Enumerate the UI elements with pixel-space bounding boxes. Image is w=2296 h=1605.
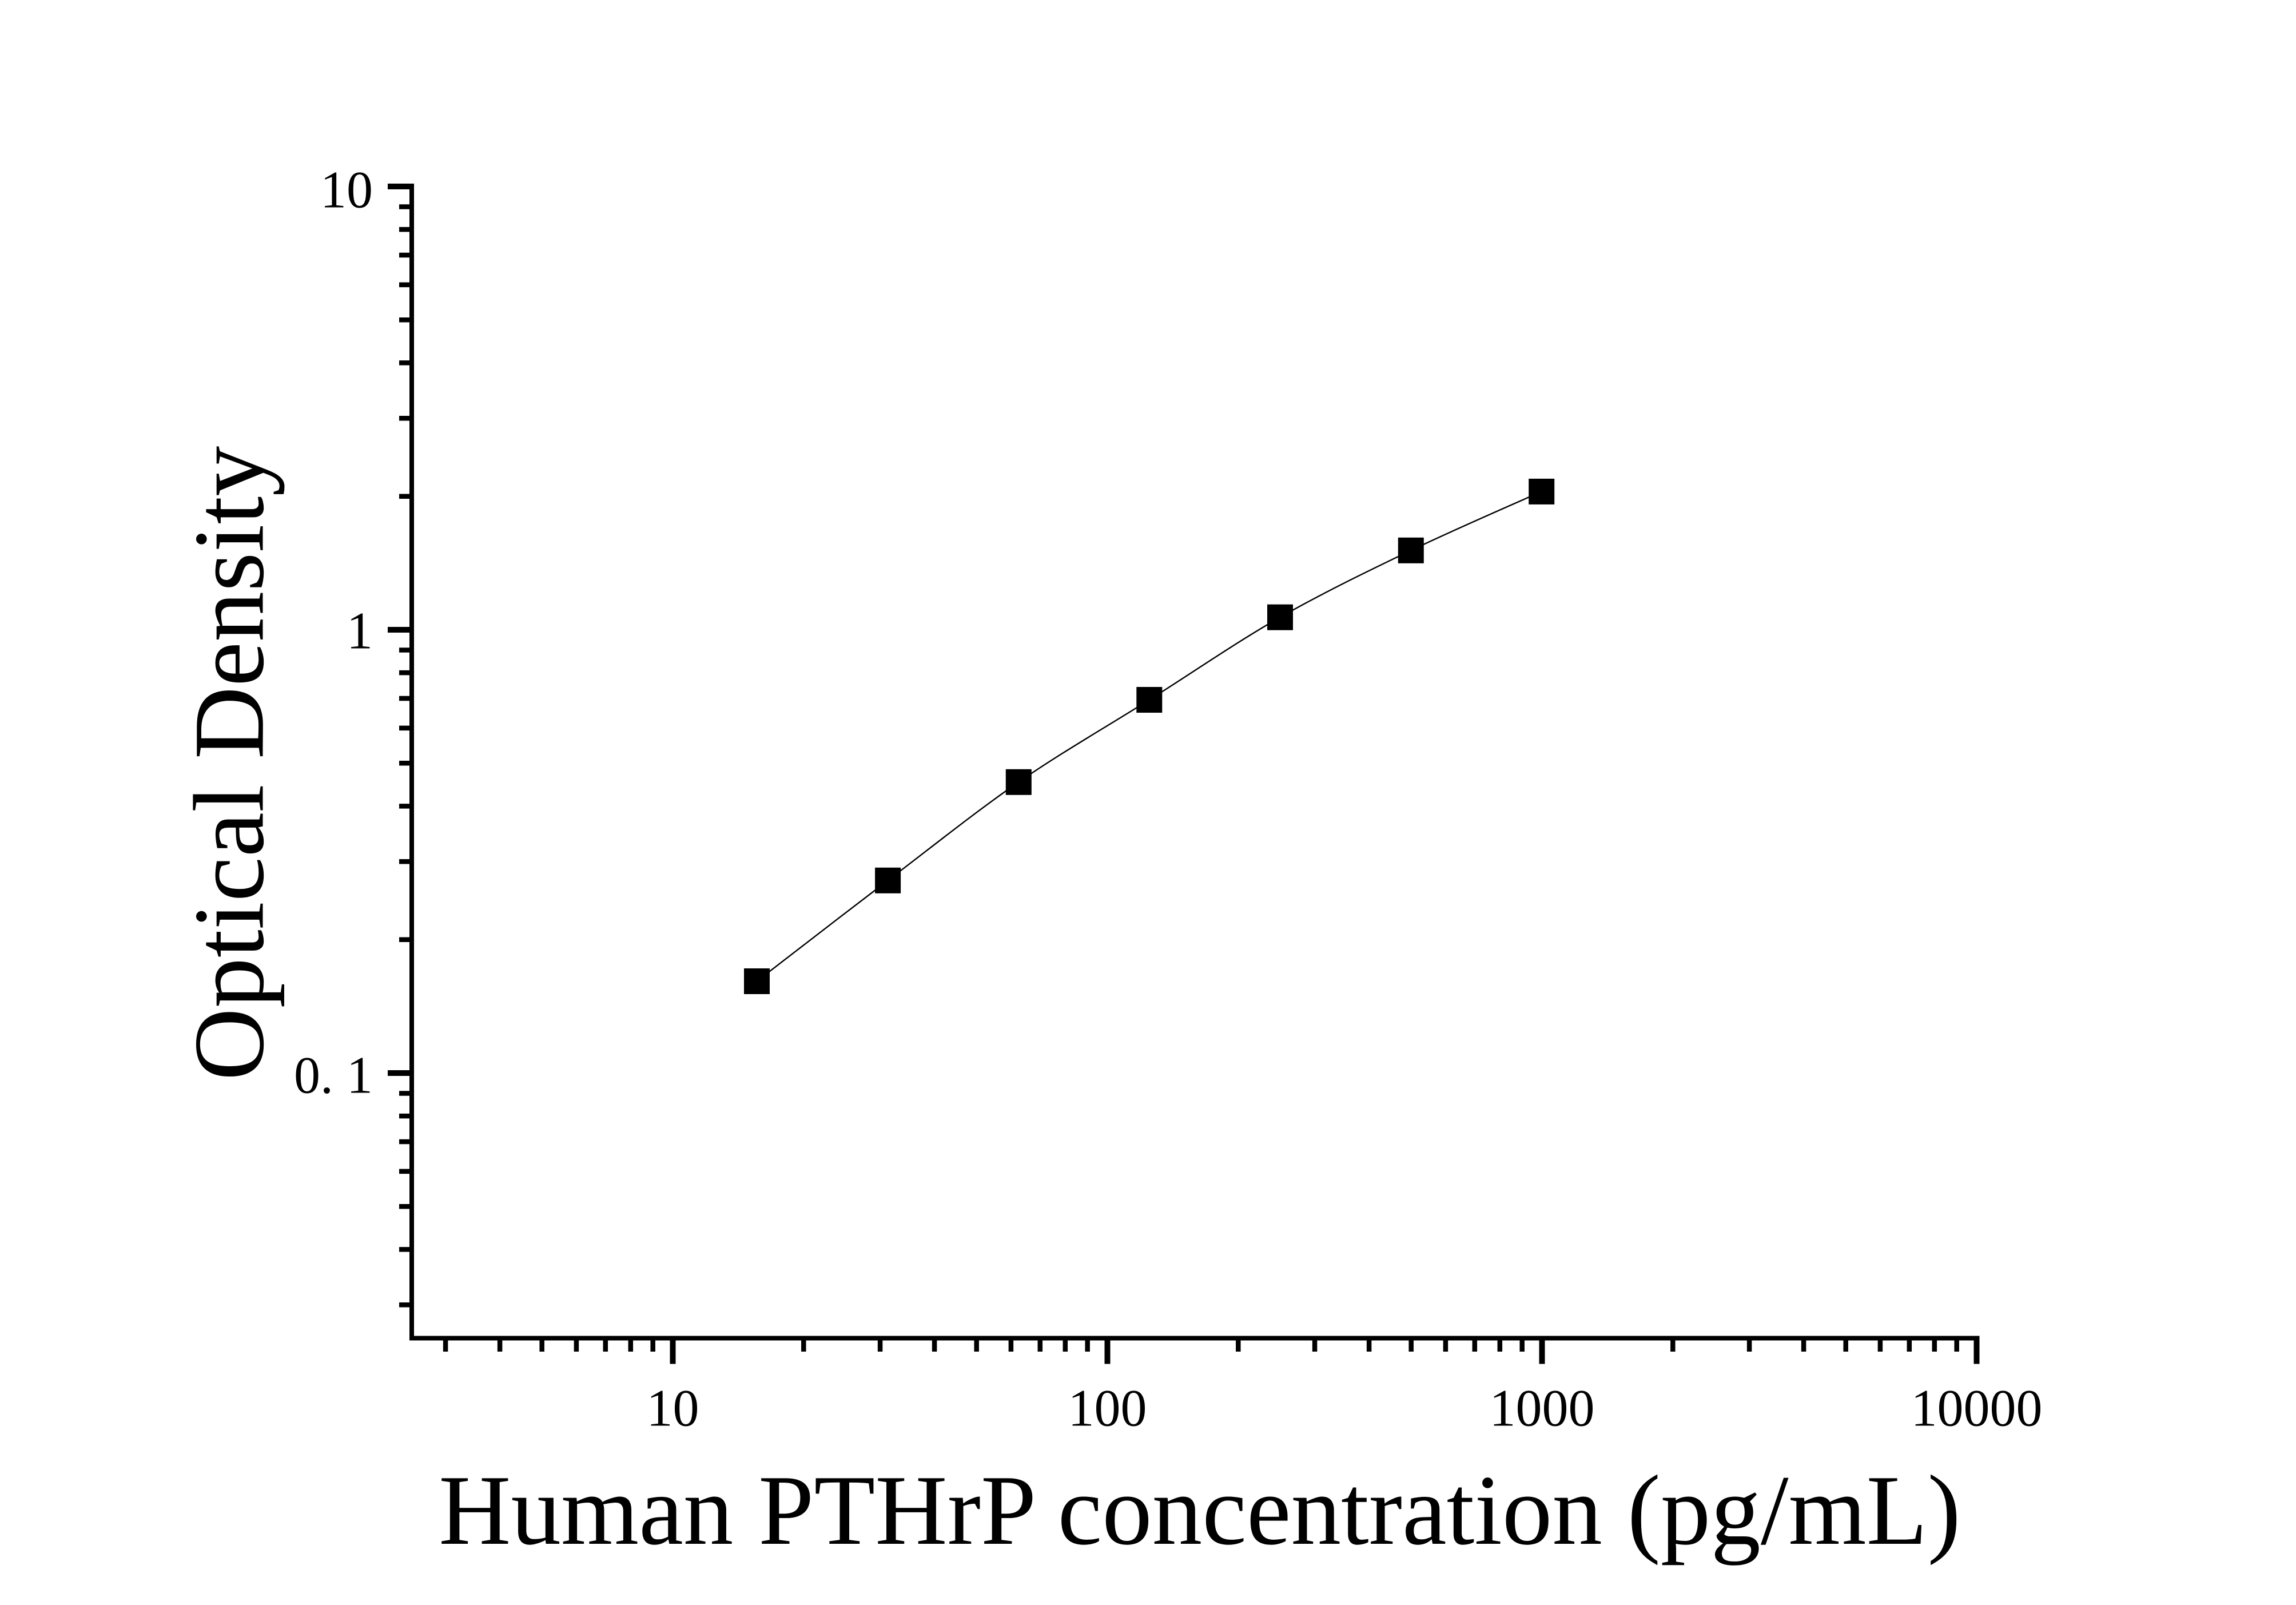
svg-text:10000: 10000 xyxy=(1911,1378,2043,1437)
svg-text:1: 1 xyxy=(347,602,373,660)
svg-text:1000: 1000 xyxy=(1490,1378,1595,1437)
svg-text:10: 10 xyxy=(320,160,373,218)
svg-text:0. 1: 0. 1 xyxy=(294,1046,373,1105)
svg-text:Optical Density: Optical Density xyxy=(174,446,285,1081)
svg-text:10: 10 xyxy=(647,1378,699,1437)
svg-text:Human PTHrP concentration (pg/: Human PTHrP concentration (pg/mL) xyxy=(439,1455,1961,1566)
svg-text:100: 100 xyxy=(1068,1378,1147,1437)
